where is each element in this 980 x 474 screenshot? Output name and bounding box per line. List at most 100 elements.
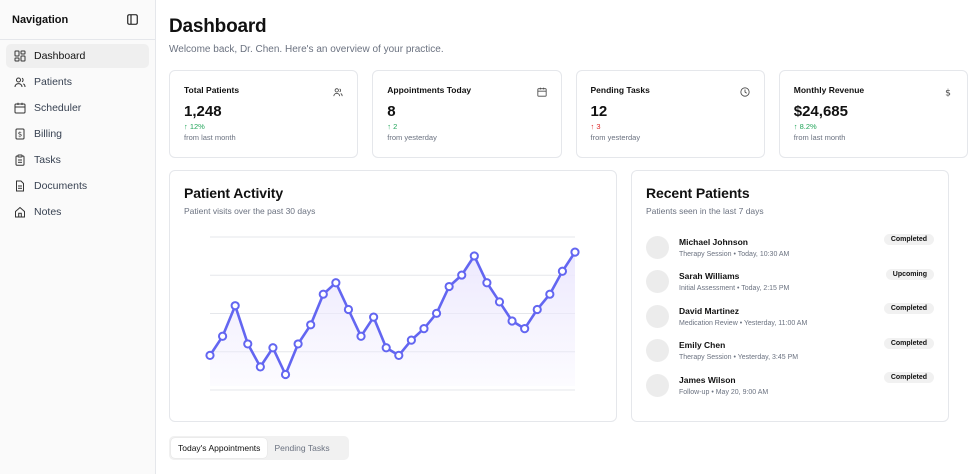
chart-point[interactable] [469, 251, 479, 261]
chart-point[interactable] [570, 247, 580, 257]
chart-point[interactable] [507, 316, 517, 326]
list-item[interactable]: David Martinez Medication Review • Yeste… [646, 299, 934, 334]
sidebar-header: Navigation [0, 0, 155, 40]
meta-separator: • [711, 388, 714, 396]
patient-name: Michael Johnson [679, 236, 748, 247]
receipt-icon: $ [15, 128, 25, 140]
patient-name: Emily Chen [679, 340, 726, 351]
tab-list: Today's Appointments Pending Tasks [169, 436, 349, 460]
chart-point[interactable] [520, 324, 530, 334]
avatar [646, 270, 669, 294]
dashboard-icon [14, 50, 26, 62]
dollar-icon: $ [945, 87, 951, 97]
chart-point[interactable] [306, 320, 316, 330]
appointment-time: May 20, 9:00 AM [715, 388, 769, 396]
sidebar-item-patients[interactable]: Patients [6, 70, 149, 94]
chart-point[interactable] [419, 324, 429, 334]
chart-point[interactable] [280, 369, 291, 380]
calendar-icon [14, 102, 26, 114]
appointment-type: Follow-up [679, 388, 710, 396]
list-item[interactable]: Sarah Williams Initial Assessment • Toda… [646, 265, 934, 300]
chart-point[interactable] [243, 339, 253, 349]
list-item[interactable]: Michael Johnson Therapy Session • Today,… [646, 230, 934, 265]
chart-point[interactable] [457, 270, 467, 280]
chart-point[interactable] [230, 301, 240, 311]
tab-todays-appointments[interactable]: Today's Appointments [171, 438, 268, 458]
sidebar-item-tasks[interactable]: Tasks [6, 148, 149, 172]
chart-point[interactable] [369, 312, 379, 322]
stat-footnote: from yesterday [590, 133, 641, 142]
stat-delta: ↑ 12% [184, 122, 205, 131]
chart-point[interactable] [482, 278, 492, 288]
chart-point[interactable] [557, 266, 568, 276]
appointment-time: Yesterday, 3:45 PM [737, 354, 799, 362]
sidebar-item-label: Scheduler [34, 102, 82, 114]
avatar [646, 235, 669, 259]
sidebar-item-billing[interactable]: $ Billing [6, 122, 149, 146]
stat-card-pending-tasks: Pending Tasks 12 ↑ 3 from yesterday [575, 70, 765, 158]
chart-point[interactable] [431, 308, 442, 318]
patient-activity-card: Patient Activity Patient visits over the… [169, 170, 617, 422]
stat-label: Pending Tasks [590, 85, 650, 95]
clipboard-icon [15, 154, 25, 166]
file-icon [16, 180, 24, 192]
patient-name: Sarah Williams [679, 271, 740, 282]
sidebar-toggle-icon[interactable] [125, 13, 139, 27]
stat-value: 1,248 [184, 103, 222, 120]
chart-point[interactable] [394, 350, 404, 360]
sidebar: Navigation Dashboard Patients Scheduler … [0, 0, 156, 474]
chart-point[interactable] [494, 297, 505, 307]
recent-patients-card: Recent Patients Patients seen in the las… [631, 170, 949, 422]
list-item[interactable]: Emily Chen Therapy Session • Yesterday, … [646, 334, 934, 369]
sidebar-item-label: Notes [34, 206, 62, 218]
stat-value: $24,685 [793, 103, 848, 120]
users-icon [333, 88, 343, 97]
status-badge: Completed [883, 337, 934, 349]
chart-point[interactable] [444, 281, 454, 292]
chart-point[interactable] [331, 278, 341, 288]
appointment-time: Yesterday, 11:00 AM [743, 319, 808, 327]
stat-value: 8 [387, 103, 396, 120]
main-content: Dashboard Welcome back, Dr. Chen. Here's… [156, 0, 980, 474]
sidebar-item-label: Documents [34, 180, 88, 192]
chart-point[interactable] [381, 343, 391, 353]
stat-footnote: from last month [793, 133, 846, 142]
appointment-time: Today, 10:30 AM [737, 250, 790, 258]
list-item[interactable]: James Wilson Follow-up • May 20, 9:00 AM… [646, 368, 934, 403]
sidebar-item-notes[interactable]: Notes [6, 200, 149, 224]
stat-label: Appointments Today [387, 85, 472, 95]
sidebar-item-dashboard[interactable]: Dashboard [6, 44, 149, 68]
avatar [646, 339, 669, 363]
sidebar-item-scheduler[interactable]: Scheduler [6, 96, 149, 120]
chart-point[interactable] [217, 331, 228, 341]
status-badge: Upcoming [885, 268, 934, 280]
meta-separator: • [736, 285, 740, 293]
appointment-time: Today, 2:15 PM [741, 285, 790, 293]
chart-point[interactable] [356, 331, 366, 341]
clock-icon [740, 87, 750, 97]
sidebar-nav: Dashboard Patients Scheduler $ Billing T… [0, 40, 155, 230]
svg-text:$: $ [945, 87, 951, 97]
home-icon [15, 206, 25, 218]
sidebar-item-documents[interactable]: Documents [6, 174, 149, 198]
card-title: Recent Patients [646, 185, 750, 201]
patient-name: David Martinez [679, 305, 739, 316]
stat-footnote: from yesterday [387, 133, 437, 142]
status-badge: Completed [883, 372, 934, 383]
meta-separator: • [739, 319, 743, 327]
chart-point[interactable] [343, 304, 354, 315]
stat-footnote: from last month [184, 133, 236, 142]
chart-point[interactable] [545, 289, 555, 299]
chart-point[interactable] [205, 350, 215, 360]
tab-pending-tasks[interactable]: Pending Tasks [274, 443, 330, 453]
chart-point[interactable] [268, 343, 278, 353]
chart-point[interactable] [532, 304, 542, 315]
stat-delta: ↑ 8.2% [793, 122, 817, 131]
recent-patients-list: Michael Johnson Therapy Session • Today,… [646, 230, 934, 403]
chart-point[interactable] [318, 289, 328, 299]
chart-point[interactable] [293, 339, 303, 349]
stat-label: Total Patients [184, 85, 240, 95]
card-subtitle: Patient visits over the past 30 days [184, 206, 316, 216]
chart-point[interactable] [255, 362, 265, 372]
chart-point[interactable] [406, 335, 416, 345]
